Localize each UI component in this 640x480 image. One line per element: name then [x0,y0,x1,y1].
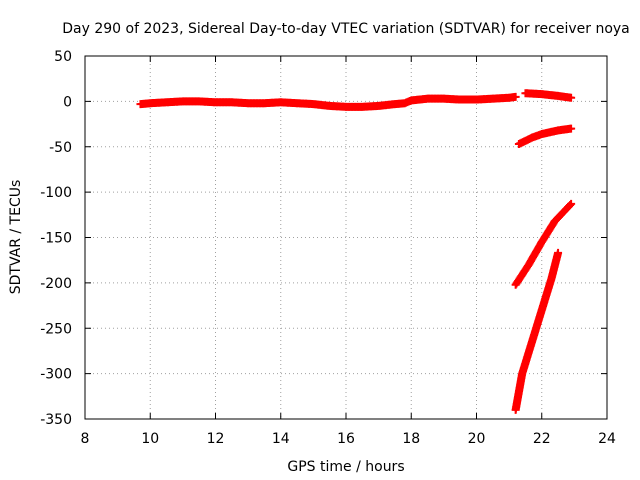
y-tick-label: -50 [49,140,72,156]
data-point [567,93,576,102]
series-segment-3 [514,124,576,149]
y-tick-label: -300 [40,367,72,383]
y-tick-label: 0 [63,94,72,110]
marker [566,201,575,209]
grid [85,56,607,419]
x-axis-label: GPS time / hours [287,459,404,475]
series-segment-4 [511,199,576,289]
y-tick-label: -350 [40,412,72,428]
x-tick-label: 18 [402,431,420,447]
chart-title: Day 290 of 2023, Sidereal Day-to-day VTE… [62,21,630,37]
y-tick-label: -150 [40,231,72,247]
y-tick-label: 50 [54,49,72,65]
x-tick-label: 16 [337,431,355,447]
series-main [136,92,520,111]
series-segment-2 [521,89,576,102]
data-points [136,89,576,414]
x-tick-label: 24 [598,431,616,447]
y-axis-label: SDTVAR / TECUs [8,180,24,295]
data-point [554,248,563,257]
x-axis-ticks: 8 10 12 14 16 18 20 22 24 [81,56,616,447]
data-point [567,124,576,133]
y-axis-ticks: 50 0 -50 -100 -150 -200 -250 -300 -350 [40,49,607,428]
series-segment-5 [511,248,563,414]
data-point [567,199,576,208]
x-tick-label: 20 [468,431,486,447]
y-tick-label: -200 [40,276,72,292]
x-tick-label: 10 [141,431,159,447]
x-tick-label: 22 [533,431,551,447]
y-tick-label: -100 [40,185,72,201]
plot-frame [84,55,608,420]
x-tick-label: 8 [81,431,90,447]
x-tick-label: 12 [207,431,225,447]
x-tick-label: 14 [272,431,290,447]
y-tick-label: -250 [40,321,72,337]
data-point [511,92,520,101]
